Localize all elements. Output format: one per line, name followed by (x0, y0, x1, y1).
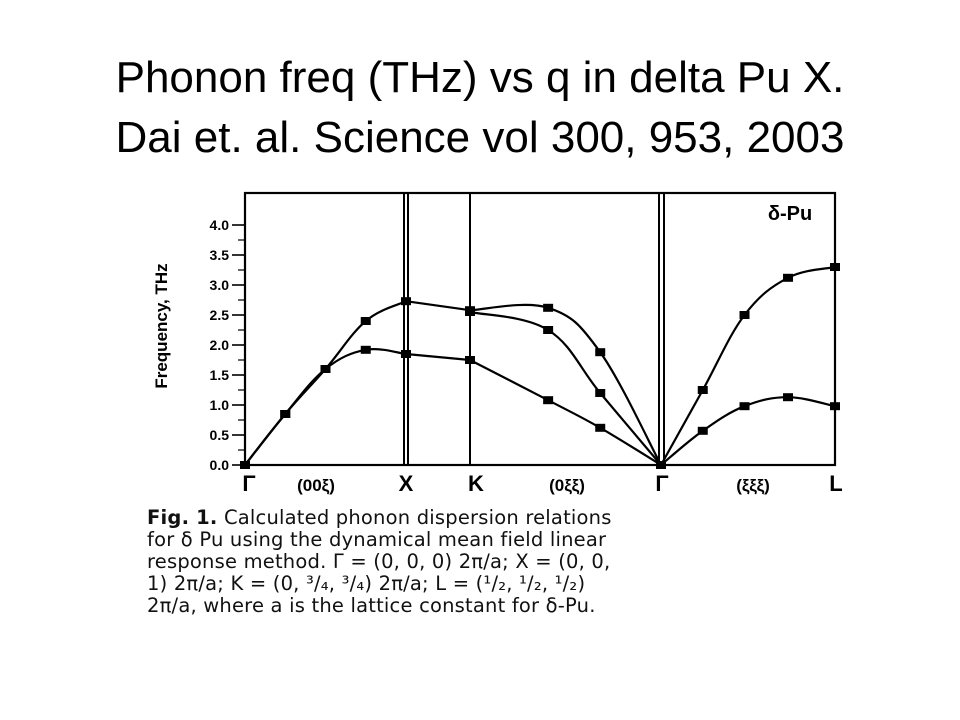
data-point-lower (830, 402, 840, 411)
data-point-upper (401, 297, 411, 306)
data-point-upper (783, 273, 794, 282)
x-tick-label: L (829, 471, 842, 496)
caption-line-2: for δ Pu using the dynamical mean field … (147, 528, 607, 551)
figure-caption: Fig. 1. Calculated phonon dispersion rel… (147, 507, 867, 617)
x-tick-label: Γ (242, 471, 255, 496)
dispersion-curve-upper (660, 265, 836, 466)
y-tick-label: 4.0 (210, 217, 230, 233)
caption-line-1: Calculated phonon dispersion relations (217, 506, 612, 529)
chart-markers (240, 263, 840, 469)
y-tick-label: 2.0 (210, 337, 230, 353)
chart-axes (232, 224, 245, 466)
x-tick-label: Γ (655, 471, 668, 496)
data-point-middle (595, 389, 606, 397)
dispersion-curve-lower (469, 359, 662, 466)
data-point-lower (697, 426, 708, 435)
slide-title-line-1: Phonon freq (THz) vs q in delta Pu X. (115, 53, 845, 102)
data-point-lower (280, 410, 291, 418)
plot-frame (243, 191, 837, 467)
data-point-upper (595, 348, 606, 357)
x-tick-label: (00ξ) (297, 476, 335, 495)
y-tick-label: 3.0 (210, 277, 230, 293)
dispersion-curve-upper (244, 300, 407, 466)
y-tick-label: 0.5 (210, 427, 230, 443)
y-tick-label: 1.5 (210, 367, 230, 383)
data-point-lower (360, 345, 371, 354)
caption-fig-label: Fig. 1. (147, 506, 218, 529)
dispersion-curve-upper (469, 303, 662, 466)
data-point-lower (595, 423, 606, 432)
data-point-middle (656, 461, 666, 469)
y-tick-label: 0.0 (210, 457, 230, 473)
x-tick-label: (0ξξ) (549, 476, 585, 495)
data-point-lower (543, 396, 554, 405)
chart-title: δ-Pu (768, 203, 812, 225)
caption-line-3: response method. Γ = (0, 0, 0) 2π/a; X =… (147, 550, 611, 573)
data-point-lower (783, 393, 794, 402)
chart-curves (244, 265, 836, 466)
data-point-upper (543, 303, 554, 312)
data-point-upper (360, 317, 371, 325)
chart-frame (243, 191, 837, 467)
x-tick-label: (ξξξ) (736, 476, 770, 495)
data-point-upper (697, 386, 708, 394)
x-tick-label: K (468, 471, 484, 496)
data-point-lower (465, 356, 475, 364)
dispersion-curve-middle (469, 310, 662, 466)
slide-title-line-2: Dai et. al. Science vol 300, 953, 2003 (115, 113, 845, 162)
dispersion-curve-lower (405, 352, 471, 362)
data-point-lower (240, 461, 250, 469)
data-point-middle (465, 308, 475, 316)
chart-labels: 0.0 0.5 1.0 1.5 2.0 2.5 3.0 3.5 4.0 Frequency, TH… (152, 203, 843, 496)
y-axis-label: Frequency, THz (152, 263, 171, 388)
y-tick-label: 3.5 (210, 247, 230, 263)
data-point-lower (320, 365, 331, 373)
data-point-lower (739, 402, 750, 411)
caption-line-4: 1) 2π/a; K = (0, ³/₄, ³/₄) 2π/a; L = (¹/… (147, 572, 586, 595)
data-point-lower (401, 350, 411, 358)
x-tick-label: X (399, 471, 414, 496)
caption-line-5: 2π/a, where a is the lattice constant fo… (147, 594, 596, 617)
data-point-upper (830, 263, 840, 271)
slide-title: Phonon freq (THz) vs q in delta Pu X. Da… (0, 48, 960, 168)
y-tick-label: 2.5 (210, 307, 230, 323)
y-tick-label: 1.0 (210, 397, 230, 413)
data-point-middle (543, 326, 554, 334)
dispersion-curve-upper (405, 300, 471, 312)
data-point-upper (739, 311, 750, 319)
